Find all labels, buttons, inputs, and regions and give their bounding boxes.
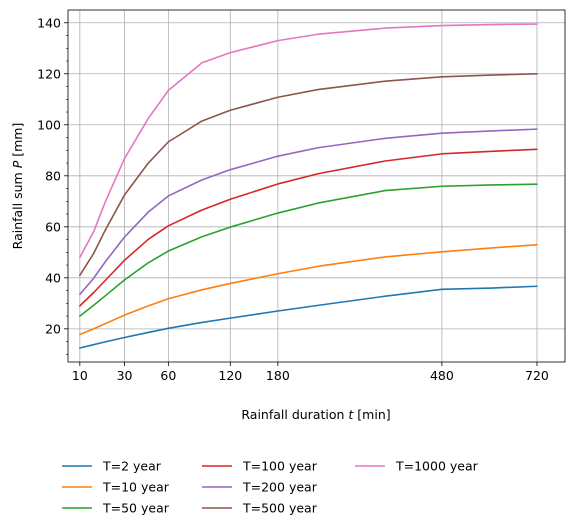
y-tick-label: 40 <box>45 270 61 285</box>
x-tick-label: 480 <box>430 368 454 383</box>
legend-label: T=200 year <box>242 480 318 495</box>
grid <box>68 10 565 362</box>
y-tick-label: 80 <box>45 168 61 183</box>
legend-label: T=50 year <box>102 501 170 516</box>
y-tick-label: 60 <box>45 219 61 234</box>
x-axis-label-unit: [min] <box>357 407 390 422</box>
legend-item-t-2-year: T=2 year <box>62 459 162 474</box>
legend-item-t-1000-year: T=1000 year <box>355 459 479 474</box>
legend: T=2 year T=10 year T=50 year T=100 year T=20… <box>62 459 479 516</box>
x-axis-label-var: t <box>348 407 354 422</box>
x-axis-label-text: Rainfall duration <box>241 407 344 422</box>
plot-frame <box>67 9 566 363</box>
y-tick-label: 100 <box>37 117 61 132</box>
x-tick-label: 120 <box>218 368 242 383</box>
series-lines <box>79 23 538 349</box>
legend-label: T=1000 year <box>395 459 479 474</box>
series-line-t-2-year <box>79 285 538 349</box>
y-axis-label-var: P <box>10 160 25 168</box>
legend-label: T=500 year <box>242 501 318 516</box>
y-axis-label: Rainfall sum P [mm] <box>10 123 25 250</box>
x-tick-label: 30 <box>117 368 133 383</box>
legend-item-t-500-year: T=500 year <box>202 501 318 516</box>
y-axis-label-unit: [mm] <box>10 123 25 157</box>
axis-ticks: 10 30 60 120 180 480 720 20 40 60 80 100 120 140 <box>37 15 549 383</box>
legend-item-t-10-year: T=10 year <box>62 480 170 495</box>
legend-item-t-50-year: T=50 year <box>62 501 170 516</box>
series-line-t-10-year <box>79 243 538 336</box>
series-line-t-500-year <box>79 72 538 277</box>
series-line-t-50-year <box>79 183 538 317</box>
legend-label: T=2 year <box>102 459 162 474</box>
y-tick-label: 140 <box>37 15 61 30</box>
legend-item-t-200-year: T=200 year <box>202 480 318 495</box>
x-tick-label: 60 <box>160 368 176 383</box>
x-tick-label: 720 <box>525 368 549 383</box>
y-tick-label: 20 <box>45 321 61 336</box>
series-line-t-100-year <box>79 148 538 307</box>
legend-item-t-100-year: T=100 year <box>202 459 318 474</box>
series-line-t-1000-year <box>79 23 538 259</box>
y-tick-label: 120 <box>37 66 61 81</box>
series-line-t-200-year <box>79 128 538 296</box>
y-axis-label-text: Rainfall sum <box>10 172 25 249</box>
legend-label: T=10 year <box>102 480 170 495</box>
x-tick-label: 180 <box>266 368 290 383</box>
x-tick-label: 10 <box>72 368 88 383</box>
x-axis-label: Rainfall duration t [min] <box>241 407 390 422</box>
legend-label: T=100 year <box>242 459 318 474</box>
